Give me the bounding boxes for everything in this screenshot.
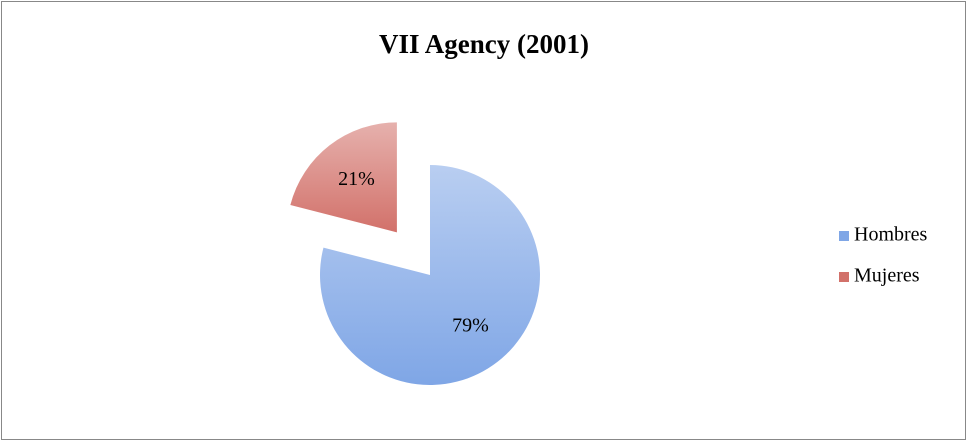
chart-title: VII Agency (2001) bbox=[379, 29, 589, 59]
legend-label: Mujeres bbox=[854, 265, 920, 287]
legend-swatch bbox=[839, 272, 849, 282]
pie-slice bbox=[290, 122, 397, 233]
data-label: 79% bbox=[452, 315, 489, 337]
data-label: 21% bbox=[338, 168, 375, 190]
pie-slice bbox=[320, 165, 540, 386]
legend-label: Hombres bbox=[854, 224, 928, 246]
legend-swatch bbox=[839, 231, 849, 241]
